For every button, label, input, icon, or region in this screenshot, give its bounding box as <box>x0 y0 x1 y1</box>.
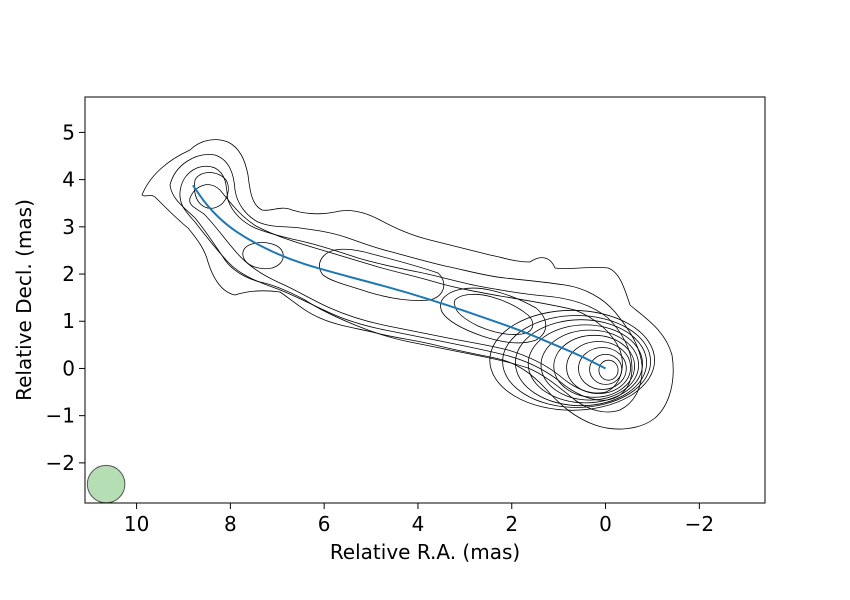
contour-lines <box>141 139 674 430</box>
contour-level <box>540 329 639 401</box>
contour-level <box>502 315 651 408</box>
contour-level <box>194 172 229 209</box>
y-tick-label: 1 <box>62 309 75 333</box>
x-tick-label: 8 <box>224 512 237 536</box>
y-tick-label: 4 <box>62 168 75 192</box>
y-tick-label: −2 <box>46 451 75 475</box>
y-tick-label: 2 <box>62 262 75 286</box>
x-axis-ticks: 10 8 6 4 2 0 −2 <box>124 503 714 536</box>
contour-level <box>169 154 643 413</box>
contour-level <box>319 248 445 301</box>
x-tick-label: 2 <box>505 512 518 536</box>
x-tick-label: −2 <box>685 512 714 536</box>
contour-level <box>489 309 656 411</box>
contour-level <box>440 287 547 344</box>
x-tick-label: 0 <box>599 512 612 536</box>
contour-level <box>179 166 633 401</box>
contour-level <box>589 353 623 385</box>
y-tick-label: −1 <box>46 404 75 428</box>
x-tick-label: 6 <box>318 512 331 536</box>
y-tick-label: 5 <box>62 120 75 144</box>
contour-level <box>527 324 644 404</box>
y-tick-label: 3 <box>62 215 75 239</box>
contour-level <box>578 347 627 390</box>
contour-level <box>141 139 674 430</box>
x-tick-label: 4 <box>412 512 425 536</box>
contour-level <box>515 319 648 407</box>
contour-level <box>453 293 534 335</box>
x-tick-label: 10 <box>124 512 149 536</box>
jet-ridge-line <box>192 184 607 370</box>
x-axis-label: Relative R.A. (mas) <box>330 540 520 564</box>
contour-level <box>189 184 623 394</box>
plot-frame <box>84 96 766 504</box>
y-axis-ticks: 5 4 3 2 1 0 −1 −2 <box>46 120 85 475</box>
y-axis-label: Relative Decl. (mas) <box>12 199 36 401</box>
beam-ellipse <box>86 464 126 504</box>
y-tick-label: 0 <box>62 356 75 380</box>
contour-level <box>553 334 635 398</box>
contour-level <box>598 359 619 381</box>
contour-level <box>566 341 631 394</box>
